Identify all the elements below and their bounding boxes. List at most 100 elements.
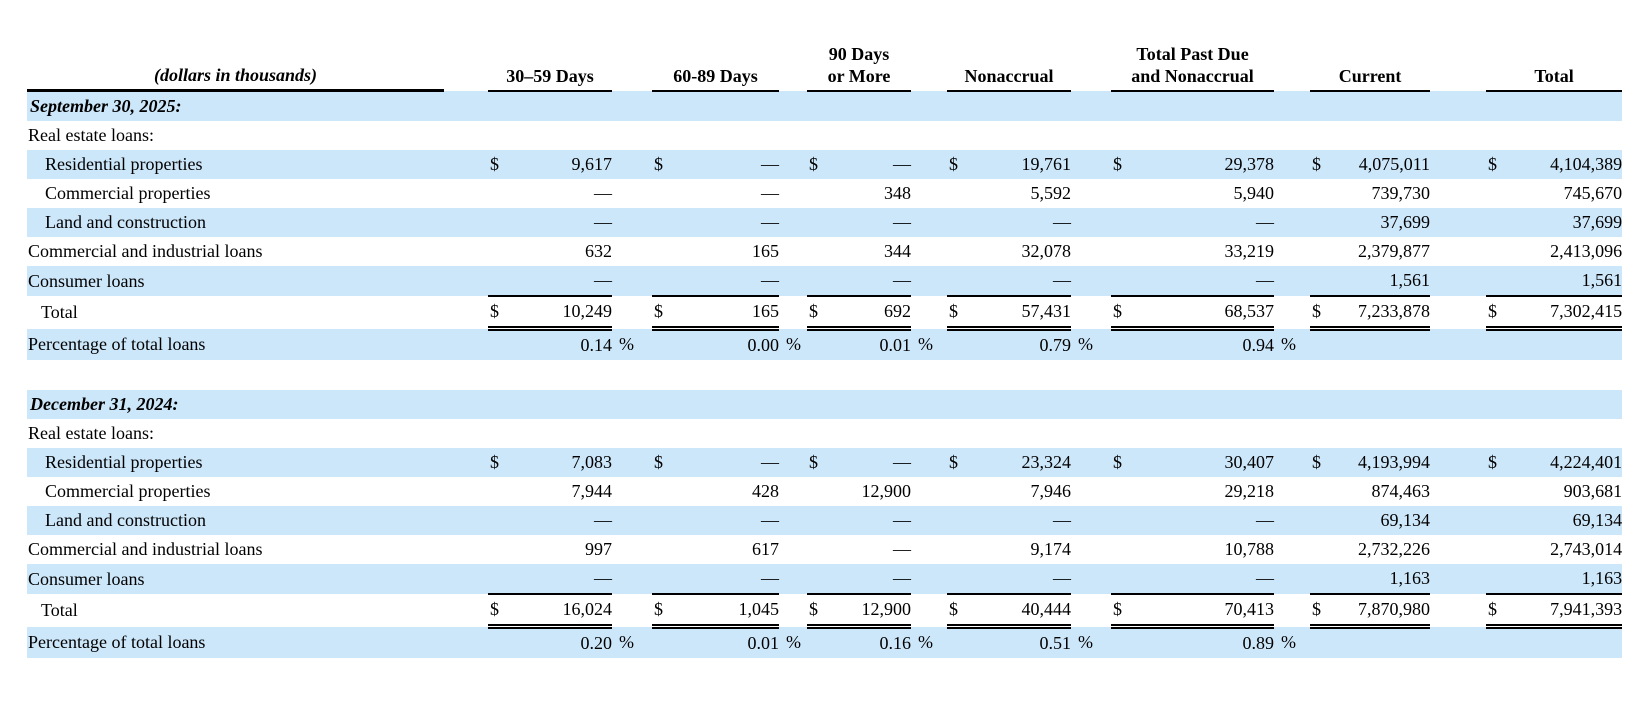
cell-percent-sign (1430, 150, 1486, 179)
cell-dollar-sign (1486, 627, 1510, 659)
cell-dollar-sign (807, 266, 832, 297)
cell-percent-sign (1274, 535, 1310, 564)
gap-cell (444, 266, 488, 296)
cell-value: 5,940 (1233, 183, 1275, 203)
cell-percent-sign (1274, 477, 1310, 506)
cell-dollar-sign (1310, 237, 1334, 266)
gap-cell (444, 150, 488, 179)
cell-percent-sign (1430, 419, 1486, 448)
cell-percent-sign (612, 121, 652, 150)
cell-value: 7,944 (571, 481, 613, 501)
cell-dollar-sign (947, 535, 971, 564)
cell-percent-sign (1430, 329, 1486, 361)
cell-value: — (761, 510, 780, 530)
header-gap (1430, 29, 1486, 91)
cell-dollar-sign: $ (947, 594, 972, 629)
cell-dollar-sign (652, 506, 676, 535)
cell-dollar-sign (488, 329, 512, 361)
row-label: Consumer loans (28, 568, 145, 589)
cell-dollar-sign (807, 179, 831, 208)
cell-value: 0.79 (1039, 335, 1072, 355)
section-heading: December 31, 2024: (30, 394, 179, 414)
cell-value: 165 (752, 241, 780, 261)
cell-dollar-sign (807, 237, 831, 266)
gap-cell (444, 477, 488, 506)
cell-value: 12,900 (831, 594, 912, 629)
cell-value: 10,249 (512, 296, 613, 331)
cell-value: — (1053, 212, 1072, 232)
cell-value: — (1135, 266, 1275, 297)
cell-value: 0.89 (1242, 633, 1275, 653)
cell-percent-sign (1274, 179, 1310, 208)
cell-value: — (831, 266, 912, 297)
table-row: Percentage of total loans 0.20% 0.01% 0.16%… (27, 626, 1623, 659)
cell-percent-sign: % (619, 631, 635, 652)
cell-percent-sign (779, 179, 807, 208)
section-spacer (27, 360, 1623, 390)
cell-dollar-sign: $ (807, 594, 832, 629)
cell-value: 4,075,011 (1358, 154, 1431, 174)
cell-value: 30,407 (1224, 452, 1275, 472)
cell-dollar-sign: $ (490, 452, 499, 472)
gap-cell (444, 448, 488, 477)
cell-value: 4,224,401 (1550, 452, 1623, 472)
cell-value (512, 121, 612, 150)
cell-dollar-sign (1310, 535, 1334, 564)
table-row: Commercial properties — — 348 5,592 5,940 739,… (27, 179, 1622, 208)
cell-dollar-sign (1111, 237, 1135, 266)
cell-value: 69,134 (1380, 510, 1431, 530)
cell-value: 1,045 (676, 594, 780, 629)
table-caption: (dollars in thousands) (27, 29, 444, 92)
cell-value: 7,302,415 (1510, 296, 1623, 331)
cell-dollar-sign: $ (488, 296, 512, 331)
cell-percent-sign (1430, 627, 1486, 659)
cell-percent-sign (612, 296, 652, 329)
cell-value: 4,104,389 (1550, 154, 1623, 174)
column-header: 30–59 Days (488, 29, 613, 92)
cell-value: 165 (676, 296, 780, 331)
cell-value: 0.00 (747, 335, 780, 355)
cell-dollar-sign (1310, 506, 1334, 535)
cell-value (971, 419, 1071, 448)
table-row: Land and construction — — — — — 37,699 37,699 (27, 208, 1623, 237)
cell-value: — (761, 212, 780, 232)
cell-percent-sign (1071, 448, 1111, 477)
cell-dollar-sign (1310, 564, 1335, 595)
row-label: Land and construction (45, 510, 206, 530)
cell-percent-sign (911, 266, 947, 296)
cell-value: 4,193,994 (1358, 452, 1431, 472)
column-header: Total (1486, 29, 1623, 92)
cell-value: 16,024 (512, 594, 613, 629)
table-row: Residential properties $9,617 $ — $ — $19,761 $… (27, 150, 1623, 179)
cell-percent-sign (1071, 506, 1111, 535)
cell-dollar-sign (1486, 419, 1510, 448)
cell-dollar-sign (807, 419, 831, 448)
header-gap (779, 29, 807, 91)
cell-dollar-sign (1486, 121, 1510, 150)
cell-dollar-sign (652, 564, 677, 595)
cell-value: 32,078 (1021, 241, 1072, 261)
cell-dollar-sign (488, 179, 512, 208)
cell-dollar-sign (1486, 179, 1510, 208)
header-gap (612, 29, 652, 91)
cell-dollar-sign: $ (1486, 296, 1511, 331)
row-label: Percentage of total loans (28, 333, 206, 354)
cell-percent-sign (1071, 564, 1111, 594)
cell-value: 1,561 (1510, 266, 1623, 297)
cell-dollar-sign (1486, 477, 1510, 506)
cell-value: 57,431 (971, 296, 1072, 331)
table-row: Commercial and industrial loans 632 165 344… (27, 237, 1622, 266)
cell-value: 348 (884, 183, 912, 203)
cell-percent-sign (779, 477, 807, 506)
spacer-cell (27, 360, 1623, 390)
cell-dollar-sign (807, 477, 831, 506)
cell-percent-sign (911, 477, 947, 506)
cell-percent-sign (779, 535, 807, 564)
cell-dollar-sign (947, 564, 972, 595)
cell-value: 0.20 (580, 633, 613, 653)
cell-percent-sign (911, 419, 947, 448)
cell-dollar-sign: $ (1488, 452, 1498, 472)
cell-dollar-sign (652, 237, 676, 266)
cell-percent-sign (1071, 419, 1111, 448)
cell-percent-sign (1274, 296, 1310, 329)
